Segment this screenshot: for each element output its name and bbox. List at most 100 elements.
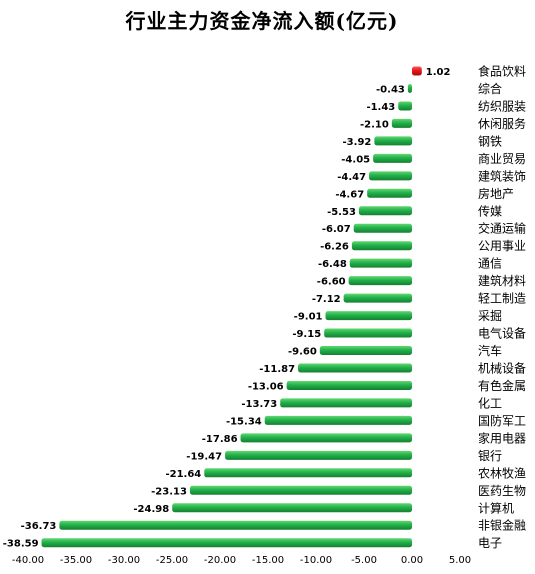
bar-食品饮料 [412, 66, 422, 76]
category-label: 非银金融 [478, 518, 526, 533]
x-tick-label: -25.00 [156, 555, 188, 566]
value-label: -6.60 [317, 277, 346, 288]
category-label: 公用事业 [478, 239, 526, 253]
x-tick-label: 0.00 [401, 555, 423, 566]
bar-交通运输 [353, 223, 412, 233]
bars-layer [41, 66, 422, 548]
value-label: -6.26 [320, 242, 349, 253]
bar-汽车 [319, 346, 412, 356]
x-tick-label: -35.00 [60, 555, 92, 566]
x-tick-label: 5.00 [449, 555, 471, 566]
value-label: -9.60 [288, 347, 317, 358]
category-label: 电子 [478, 536, 502, 550]
value-label: -1.43 [366, 102, 395, 113]
x-tick-label: -30.00 [108, 555, 140, 566]
value-label: -7.12 [312, 294, 341, 305]
category-label: 钢铁 [478, 134, 502, 148]
value-label: -15.34 [226, 416, 262, 427]
category-label: 交通运输 [478, 221, 526, 236]
value-label: -3.92 [343, 137, 372, 148]
bar-电子 [41, 538, 412, 548]
bar-传媒 [358, 206, 412, 216]
value-label: -11.87 [259, 364, 295, 375]
value-label: -19.47 [186, 451, 222, 462]
bar-公用事业 [351, 241, 412, 251]
value-label: -13.73 [241, 399, 277, 410]
category-labels-layer: 食品饮料综合纺织服装休闲服务钢铁商业贸易建筑装饰房地产传媒交通运输公用事业通信建… [478, 64, 526, 551]
bar-机械设备 [298, 363, 412, 373]
bar-建筑装饰 [369, 171, 412, 181]
bar-钢铁 [374, 136, 412, 146]
bar-非银金融 [59, 520, 412, 530]
category-label: 建筑材料 [478, 273, 526, 288]
category-label: 综合 [478, 81, 502, 96]
category-label: 银行 [478, 449, 502, 463]
category-label: 化工 [478, 396, 502, 410]
value-label: -9.15 [292, 329, 321, 340]
bar-采掘 [325, 311, 412, 321]
bar-通信 [349, 258, 412, 268]
category-label: 轻工制造 [478, 292, 526, 306]
bar-化工 [280, 398, 412, 408]
category-label: 家用电器 [478, 430, 526, 445]
bar-休闲服务 [391, 118, 412, 128]
category-label: 国防军工 [478, 413, 526, 428]
category-label: 休闲服务 [478, 116, 526, 131]
category-label: 食品饮料 [478, 64, 526, 79]
value-label: -4.67 [335, 189, 364, 200]
category-label: 房地产 [478, 186, 514, 201]
category-label: 商业贸易 [478, 151, 526, 166]
category-label: 有色金属 [478, 378, 526, 393]
category-label: 采掘 [478, 308, 502, 323]
bar-综合 [407, 83, 412, 93]
value-label: -36.73 [21, 521, 57, 532]
x-axis: -40.00 -35.00 -30.00 -25.00 -20.00 -15.00 -10.… [12, 555, 471, 566]
value-label: -6.48 [318, 259, 347, 270]
x-tick-label: -20.00 [204, 555, 236, 566]
bar-医药生物 [189, 485, 412, 495]
bar-银行 [225, 450, 412, 460]
bar-纺织服装 [398, 101, 412, 111]
bar-农林牧渔 [204, 468, 412, 478]
value-label: -21.64 [165, 469, 201, 480]
bar-建筑材料 [348, 276, 412, 286]
value-label: -24.98 [133, 504, 169, 515]
value-labels-layer: 1.02 -0.43 -1.43 -2.10 -3.92 -4.05 -4.47 -4.67 -… [3, 67, 451, 550]
value-label: -2.10 [360, 119, 389, 130]
value-label: -5.53 [327, 207, 356, 218]
bar-房地产 [367, 188, 412, 198]
x-tick-label: -15.00 [252, 555, 284, 566]
value-label: -6.07 [322, 224, 351, 235]
x-tick-label: -10.00 [300, 555, 332, 566]
bar-商业贸易 [373, 153, 412, 163]
value-label: -4.05 [341, 154, 370, 165]
category-label: 医药生物 [478, 484, 526, 498]
category-label: 传媒 [478, 203, 502, 218]
bar-有色金属 [286, 380, 412, 390]
bar-轻工制造 [343, 293, 412, 303]
value-label: -9.01 [294, 312, 323, 323]
chart-title: 行业主力资金净流入额(亿元) [125, 9, 399, 33]
value-label: -17.86 [202, 434, 238, 445]
category-label: 计算机 [478, 500, 514, 515]
category-label: 电气设备 [478, 326, 526, 341]
bar-家用电器 [240, 433, 412, 443]
category-label: 建筑装饰 [478, 168, 526, 183]
bar-国防军工 [264, 415, 412, 425]
value-label: -0.43 [376, 84, 405, 95]
x-tick-label: -40.00 [12, 555, 44, 566]
value-label: -38.59 [3, 539, 39, 550]
value-label: 1.02 [426, 67, 451, 78]
category-label: 机械设备 [478, 360, 526, 375]
value-label: -23.13 [151, 486, 187, 497]
value-label: -13.06 [248, 381, 284, 392]
category-label: 纺织服装 [478, 99, 526, 113]
x-tick-label: -5.00 [351, 555, 377, 566]
bar-电气设备 [324, 328, 412, 338]
category-label: 通信 [478, 257, 502, 271]
bar-计算机 [172, 503, 412, 513]
category-label: 汽车 [478, 343, 502, 358]
category-label: 农林牧渔 [478, 466, 526, 480]
value-label: -4.47 [337, 172, 366, 183]
